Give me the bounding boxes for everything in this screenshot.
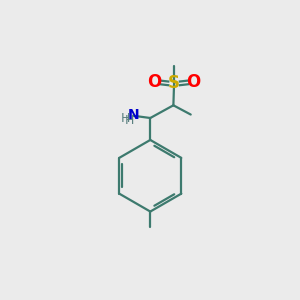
- Text: H: H: [125, 114, 134, 127]
- Text: H: H: [121, 112, 130, 124]
- Text: O: O: [187, 74, 201, 92]
- Text: S: S: [168, 74, 180, 92]
- Text: O: O: [147, 74, 162, 92]
- Text: N: N: [128, 107, 139, 122]
